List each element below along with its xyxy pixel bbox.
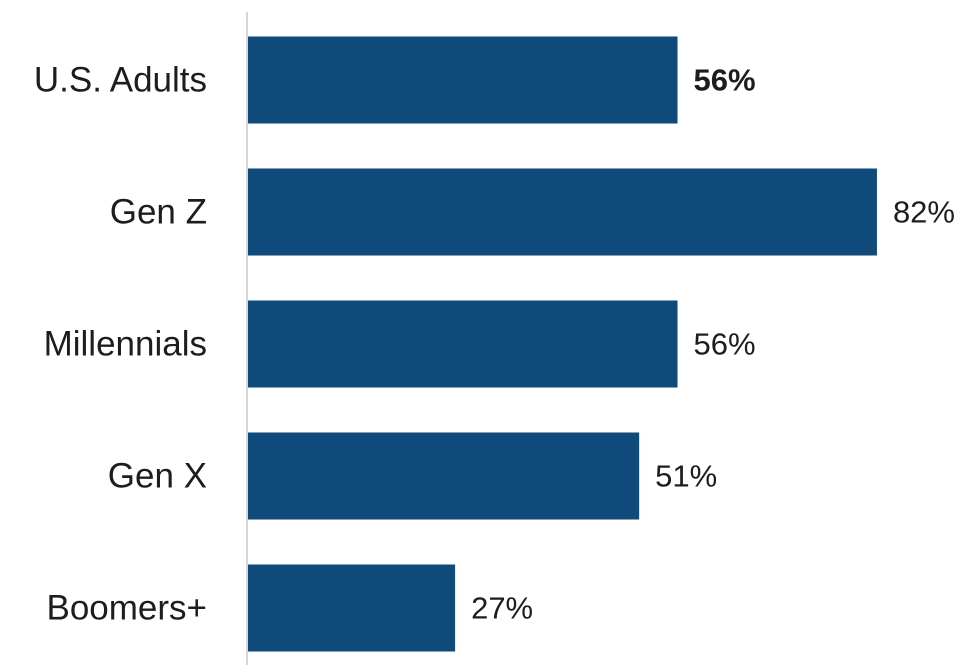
- category-label-u-s-adults: U.S. Adults: [34, 61, 207, 100]
- category-label-millennials: Millennials: [44, 325, 207, 364]
- value-label-gen-x: 51%: [655, 459, 717, 494]
- value-label-millennials: 56%: [694, 327, 756, 362]
- value-label-boomers: 27%: [471, 591, 533, 626]
- bar-gen-x: [248, 432, 640, 520]
- category-label-boomers: Boomers+: [47, 589, 208, 628]
- bar-u-s-adults: [248, 36, 678, 124]
- category-label-gen-z: Gen Z: [110, 193, 207, 232]
- category-label-gen-x: Gen X: [108, 457, 207, 496]
- labels-layer: U.S. Adults 56% Gen Z 82% Millennials 56% Gen …: [34, 61, 955, 628]
- bars-layer: [248, 36, 877, 652]
- bar-millennials: [248, 300, 678, 388]
- value-label-u-s-adults: 56%: [694, 63, 756, 98]
- value-label-gen-z: 82%: [893, 195, 955, 230]
- bar-boomers: [248, 564, 456, 652]
- bar-gen-z: [248, 168, 877, 256]
